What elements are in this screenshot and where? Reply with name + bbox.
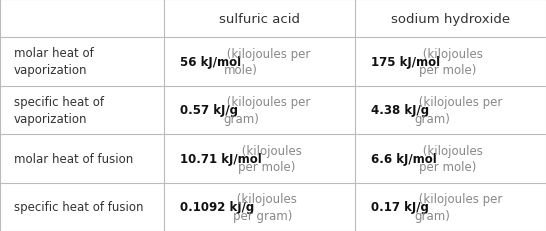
Text: 175 kJ/mol: 175 kJ/mol: [371, 56, 441, 69]
Text: sodium hydroxide: sodium hydroxide: [391, 12, 510, 26]
Text: (kilojoules per
gram): (kilojoules per gram): [223, 96, 311, 125]
Text: (kilojoules
per mole): (kilojoules per mole): [419, 48, 483, 77]
Text: 6.6 kJ/mol: 6.6 kJ/mol: [371, 152, 437, 165]
Text: 10.71 kJ/mol: 10.71 kJ/mol: [180, 152, 262, 165]
Text: 0.1092 kJ/g: 0.1092 kJ/g: [180, 201, 254, 213]
Text: (kilojoules per
gram): (kilojoules per gram): [414, 96, 502, 125]
Text: molar heat of fusion: molar heat of fusion: [14, 152, 133, 165]
Text: (kilojoules
per mole): (kilojoules per mole): [419, 144, 483, 173]
Text: molar heat of
vaporization: molar heat of vaporization: [14, 47, 93, 77]
Text: specific heat of fusion: specific heat of fusion: [14, 201, 143, 213]
Text: 4.38 kJ/g: 4.38 kJ/g: [371, 104, 429, 117]
Text: (kilojoules
per mole): (kilojoules per mole): [238, 144, 302, 173]
Text: 0.17 kJ/g: 0.17 kJ/g: [371, 201, 429, 213]
Text: (kilojoules per
gram): (kilojoules per gram): [414, 192, 502, 222]
Text: (kilojoules
per gram): (kilojoules per gram): [233, 192, 297, 222]
Text: specific heat of
vaporization: specific heat of vaporization: [14, 95, 104, 125]
Text: 56 kJ/mol: 56 kJ/mol: [180, 56, 241, 69]
Text: (kilojoules per
mole): (kilojoules per mole): [223, 48, 311, 77]
Text: 0.57 kJ/g: 0.57 kJ/g: [180, 104, 238, 117]
Text: sulfuric acid: sulfuric acid: [219, 12, 300, 26]
